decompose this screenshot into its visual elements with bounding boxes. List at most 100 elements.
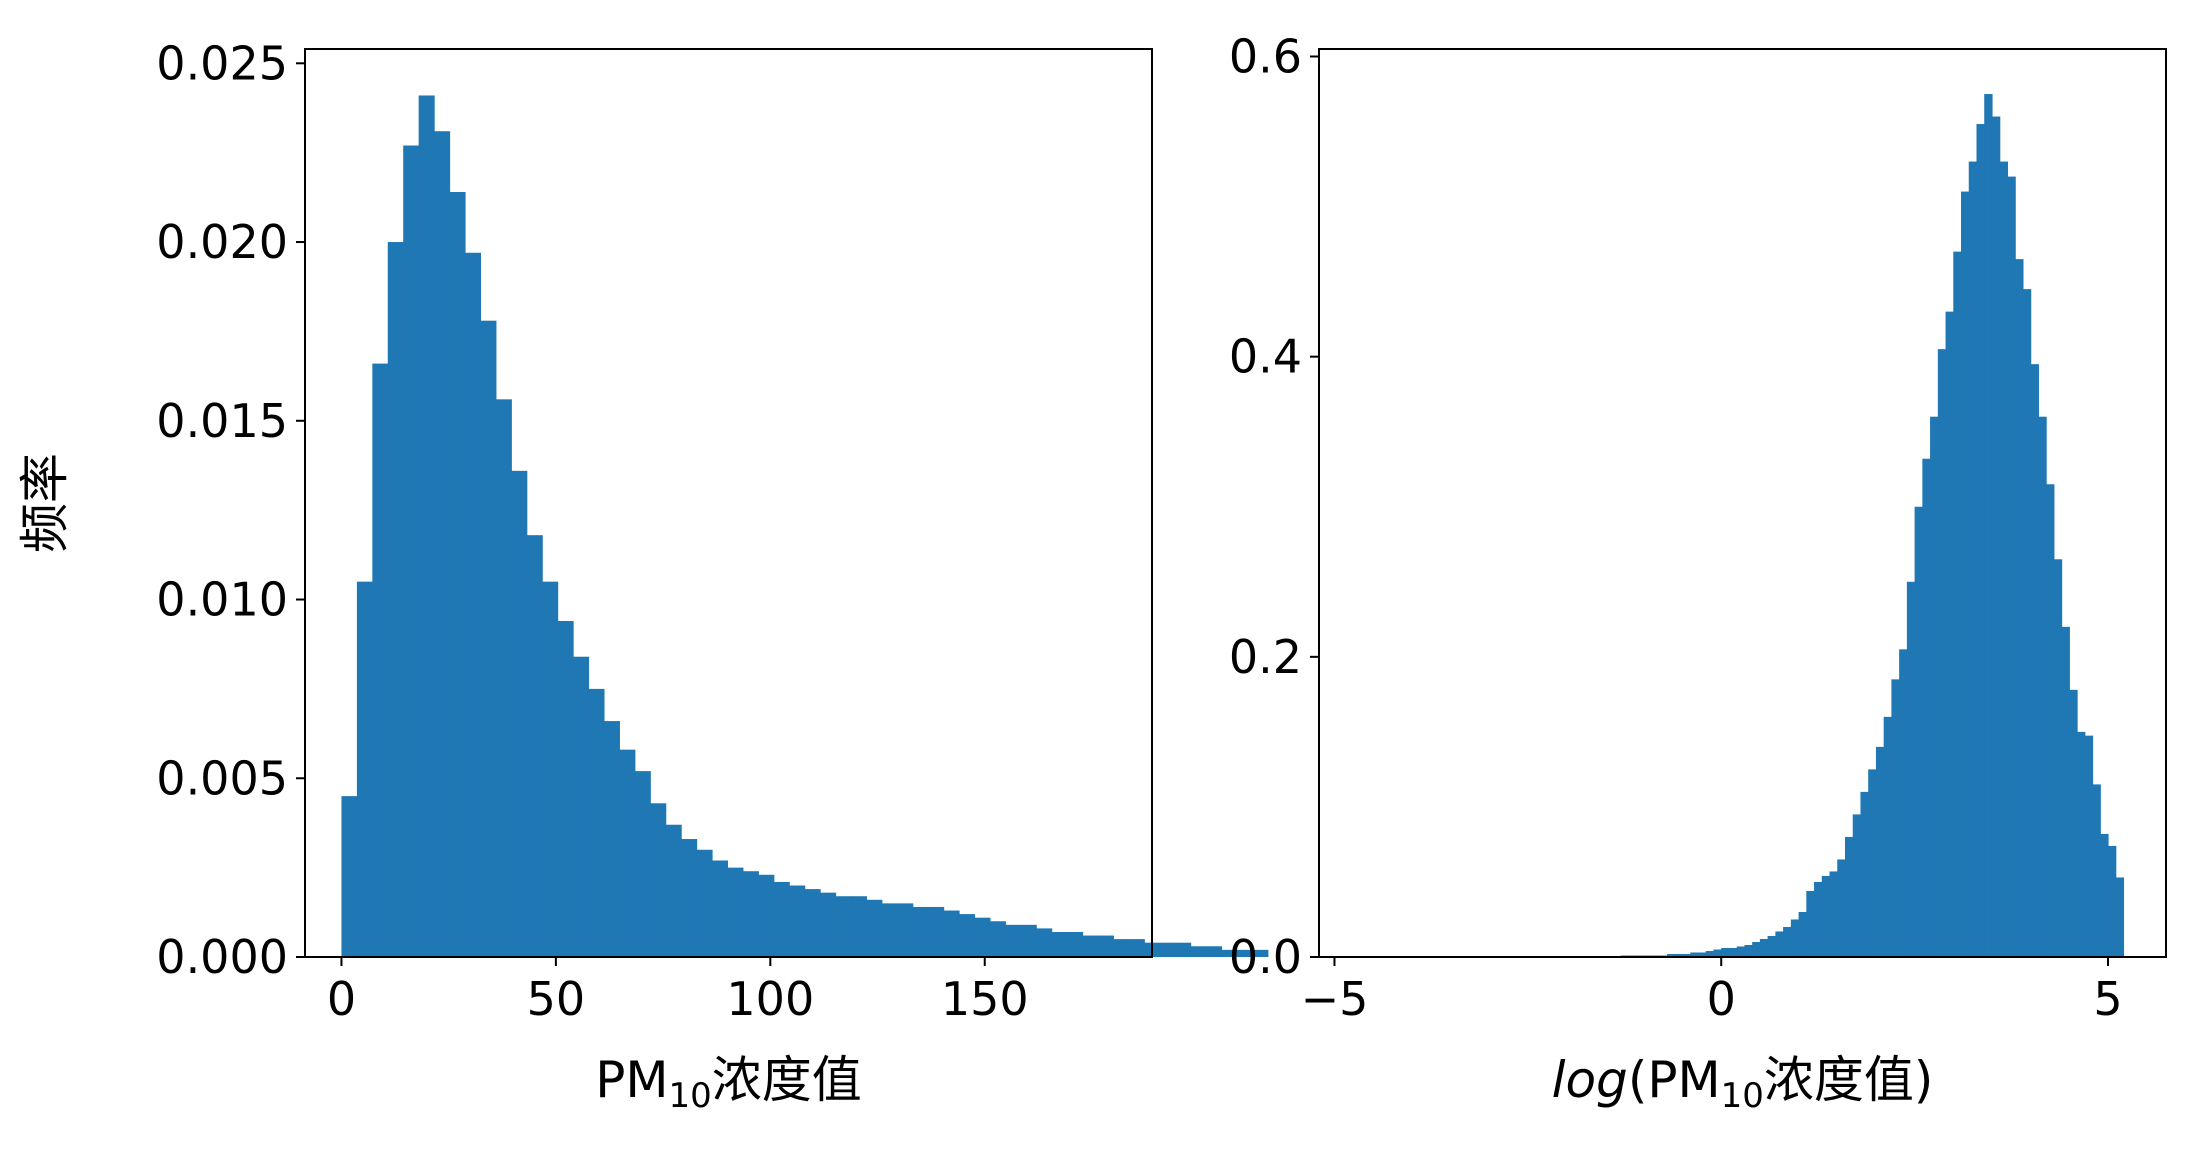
histogram-bar	[480, 320, 497, 957]
histogram-bar	[1829, 871, 1838, 957]
histogram-bar	[1891, 679, 1900, 957]
histogram-bar	[1005, 924, 1022, 957]
histogram-bar	[1860, 791, 1869, 957]
histogram-bar	[1082, 935, 1099, 957]
histogram-bar	[1906, 581, 1916, 957]
y-tick-label: 0.0	[1229, 930, 1302, 984]
histogram-bar	[1690, 952, 1699, 957]
histogram-bar	[1875, 746, 1885, 957]
histogram-bar	[1798, 911, 1807, 957]
histogram-bar	[542, 581, 559, 957]
histogram-bar	[1728, 947, 1738, 957]
histogram-bar	[1713, 949, 1722, 957]
histogram-bar	[403, 145, 420, 958]
histogram-bar	[2107, 845, 2117, 957]
histogram-bar	[1674, 953, 1684, 957]
histogram-bar	[773, 881, 790, 957]
plot-frame	[304, 48, 1153, 958]
histogram-bar	[1252, 949, 1269, 957]
histogram-bar	[341, 796, 358, 957]
histogram-bar	[1067, 931, 1084, 957]
histogram-bar	[1968, 161, 1978, 957]
histogram-bar	[974, 917, 991, 957]
histogram-bar	[1961, 191, 1970, 958]
histogram-bar	[464, 252, 482, 957]
histogram-bar	[2015, 259, 2024, 957]
x-tick-label: 100	[726, 972, 814, 1026]
histogram-bar	[1051, 931, 1068, 957]
histogram-bar	[1705, 950, 1715, 957]
histogram-bar	[1984, 94, 1993, 958]
histogram-bar	[665, 824, 682, 957]
histogram-bar	[1899, 649, 1908, 957]
histogram-bar	[2115, 877, 2125, 957]
histogram-bar	[1175, 942, 1192, 957]
histogram-bar	[866, 899, 883, 957]
histogram-bar	[526, 535, 543, 957]
histogram-bar	[1790, 919, 1800, 957]
y-tick-label: 0.005	[156, 751, 288, 805]
histogram-bar	[634, 771, 651, 957]
histogram-bar	[619, 749, 636, 957]
histogram-bar	[1844, 836, 1854, 957]
histogram-bar	[804, 889, 821, 957]
x-tick-label: 150	[941, 972, 1029, 1026]
histogram-bar	[2077, 731, 2086, 957]
histogram-bar	[387, 242, 404, 957]
y-tick-label: 0.6	[1229, 30, 1302, 84]
histogram-bar	[1744, 944, 1753, 957]
histogram-bar	[1721, 947, 1730, 957]
histogram-bar	[727, 867, 744, 957]
histogram-bar	[356, 581, 373, 957]
x-tick-label: 0	[1707, 972, 1736, 1026]
histogram-bar	[1036, 928, 1053, 957]
histogram-bar	[1752, 941, 1761, 957]
histogram-bar	[1937, 349, 1947, 957]
y-tick-label: 0.020	[156, 215, 288, 269]
histogram-bar	[1667, 953, 1676, 957]
y-axis-label: 频率	[16, 453, 74, 553]
histogram-bar	[897, 903, 914, 957]
histogram-bar	[1953, 251, 1962, 957]
x-tick-label: 5	[2093, 972, 2122, 1026]
histogram-bar	[850, 896, 867, 957]
y-tick-label: 0.015	[156, 394, 288, 448]
histogram-bar	[449, 191, 466, 957]
histogram-bar	[912, 906, 929, 957]
histogram-bar	[1097, 935, 1115, 957]
histogram-bar	[2084, 735, 2094, 957]
histogram-bar	[1159, 942, 1176, 957]
histogram-bar	[1922, 458, 1931, 957]
histogram-pm10: 0 50 100 150 0.000 0.005 0.010 0.015 0.020 0.025 P…	[16, 36, 1269, 1116]
histogram-bar	[1190, 946, 1207, 957]
histogram-bar	[511, 470, 528, 957]
histogram-bar	[1999, 161, 2009, 957]
histogram-bar	[2030, 364, 2039, 957]
histogram-bar	[711, 860, 729, 957]
histogram-bar	[2007, 176, 2016, 957]
x-axis-label: log(PM10浓度值)	[1552, 1051, 1934, 1116]
histogram-bar	[1852, 814, 1862, 957]
histogram-bar	[959, 914, 976, 957]
histogram-bar	[1236, 949, 1253, 957]
histogram-bar	[1767, 935, 1776, 957]
histogram-bar	[1128, 939, 1145, 957]
histogram-bar	[2046, 484, 2055, 957]
histogram-bar	[1930, 416, 1939, 957]
histogram-bar	[758, 874, 775, 957]
histogram-bar	[1806, 890, 1815, 957]
histogram-bar	[1821, 875, 1831, 957]
y-tick-label: 0.010	[156, 573, 288, 627]
histogram-bar	[696, 849, 713, 957]
plot-frame	[1318, 48, 2167, 958]
histogram-bar	[1814, 881, 1823, 957]
histogram-bar	[681, 839, 698, 957]
histogram-bar	[418, 95, 435, 958]
histogram-bar	[1868, 769, 1877, 957]
histogram-bar	[1020, 924, 1037, 957]
y-tick-label: 0.2	[1229, 630, 1302, 684]
x-tick-label: 50	[527, 972, 586, 1026]
histogram-bar	[2022, 289, 2032, 958]
histogram-bar	[1221, 949, 1238, 957]
